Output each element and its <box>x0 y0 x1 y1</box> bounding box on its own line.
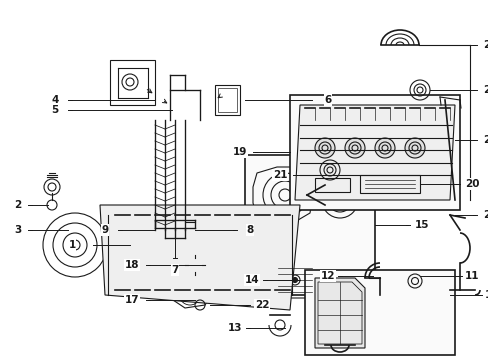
Text: 21: 21 <box>272 170 286 180</box>
Text: 14: 14 <box>244 275 259 285</box>
Text: 2: 2 <box>14 200 21 210</box>
Bar <box>359 175 419 193</box>
Text: 24: 24 <box>482 85 488 95</box>
Text: 19: 19 <box>232 147 246 157</box>
Bar <box>289 95 459 210</box>
Text: 12: 12 <box>320 271 335 281</box>
Text: 15: 15 <box>414 220 428 230</box>
Polygon shape <box>314 278 354 345</box>
Bar <box>314 178 349 192</box>
Text: 3: 3 <box>14 225 21 235</box>
Text: 17: 17 <box>124 295 139 305</box>
Polygon shape <box>314 278 364 348</box>
Circle shape <box>292 278 297 283</box>
Text: 1: 1 <box>68 240 76 250</box>
Polygon shape <box>100 205 299 310</box>
Text: 11: 11 <box>464 271 478 281</box>
Text: 8: 8 <box>246 225 253 235</box>
Text: 26: 26 <box>482 210 488 220</box>
Circle shape <box>374 138 394 158</box>
Text: 13: 13 <box>227 323 242 333</box>
Bar <box>218 88 237 112</box>
Text: 18: 18 <box>124 260 139 270</box>
Text: 5: 5 <box>51 105 59 115</box>
Text: 7: 7 <box>171 265 178 275</box>
Circle shape <box>345 138 364 158</box>
Circle shape <box>404 138 424 158</box>
Bar <box>215 85 240 115</box>
Bar <box>244 155 374 295</box>
Text: 4: 4 <box>51 95 59 105</box>
Circle shape <box>314 138 334 158</box>
Text: 25: 25 <box>482 135 488 145</box>
Polygon shape <box>252 167 312 223</box>
Bar <box>110 60 155 105</box>
Text: 23: 23 <box>482 40 488 50</box>
Text: 6: 6 <box>324 95 331 105</box>
Bar <box>305 270 454 355</box>
Text: 20: 20 <box>464 179 478 189</box>
Polygon shape <box>294 105 454 200</box>
Text: 9: 9 <box>101 225 108 235</box>
Text: 22: 22 <box>254 300 269 310</box>
Text: 10: 10 <box>484 290 488 300</box>
